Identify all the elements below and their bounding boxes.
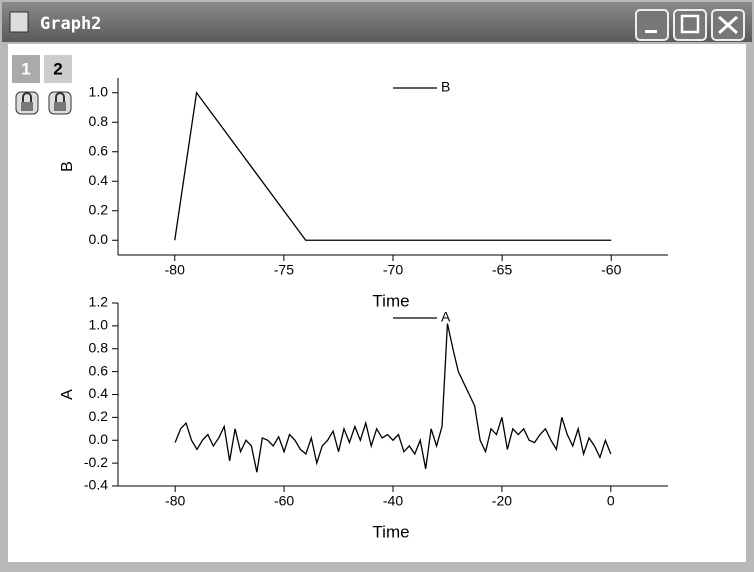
lock-icon[interactable]: [48, 91, 72, 115]
y-tick-label: 0.2: [89, 408, 109, 424]
layer-label[interactable]: 2: [53, 59, 62, 78]
x-axis-title: Time: [372, 522, 409, 541]
minimize-button[interactable]: [635, 9, 669, 41]
y-tick-label: 0.8: [89, 339, 109, 355]
y-axis-title: B: [59, 161, 76, 172]
y-tick-label: 1.0: [89, 317, 109, 333]
y-tick-label: 0.2: [89, 201, 109, 217]
x-tick-label: -65: [492, 262, 512, 278]
x-tick-label: -60: [601, 262, 621, 278]
x-tick-label: -20: [492, 493, 512, 509]
close-button[interactable]: [711, 9, 745, 41]
y-tick-label: 0.8: [89, 113, 109, 129]
y-tick-label: 1.0: [89, 83, 109, 99]
lock-icon[interactable]: [15, 91, 39, 115]
window-title: Graph2: [40, 14, 101, 34]
x-tick-label: -70: [383, 262, 403, 278]
maximize-button[interactable]: [673, 9, 707, 41]
y-tick-label: 0.0: [89, 231, 109, 247]
legend-label: A: [441, 309, 451, 325]
x-tick-label: -40: [383, 493, 403, 509]
graph-page: [8, 44, 746, 562]
y-tick-label: 0.4: [89, 385, 109, 401]
x-tick-label: -80: [165, 493, 185, 509]
x-tick-label: -60: [274, 493, 294, 509]
layer-tab[interactable]: 2: [44, 55, 72, 83]
data-line: [174, 323, 612, 473]
legend-label: B: [441, 79, 450, 95]
y-tick-label: 1.2: [89, 294, 109, 310]
y-axis-title: A: [59, 389, 76, 400]
window-icon: [9, 11, 29, 33]
x-tick-label: -75: [274, 262, 294, 278]
title-bar: [2, 2, 752, 42]
y-tick-label: 0.4: [89, 172, 109, 188]
x-tick-label: 0: [607, 493, 615, 509]
y-tick-label: -0.2: [84, 454, 108, 470]
data-line: [174, 91, 612, 241]
layer-tab[interactable]: 1: [12, 55, 40, 83]
y-tick-label: -0.4: [84, 477, 108, 493]
x-axis-title: Time: [372, 291, 409, 310]
layer-label[interactable]: 1: [21, 59, 30, 78]
y-tick-label: 0.6: [89, 362, 109, 378]
y-tick-label: 0.0: [89, 431, 109, 447]
x-tick-label: -80: [165, 262, 185, 278]
y-tick-label: 0.6: [89, 142, 109, 158]
